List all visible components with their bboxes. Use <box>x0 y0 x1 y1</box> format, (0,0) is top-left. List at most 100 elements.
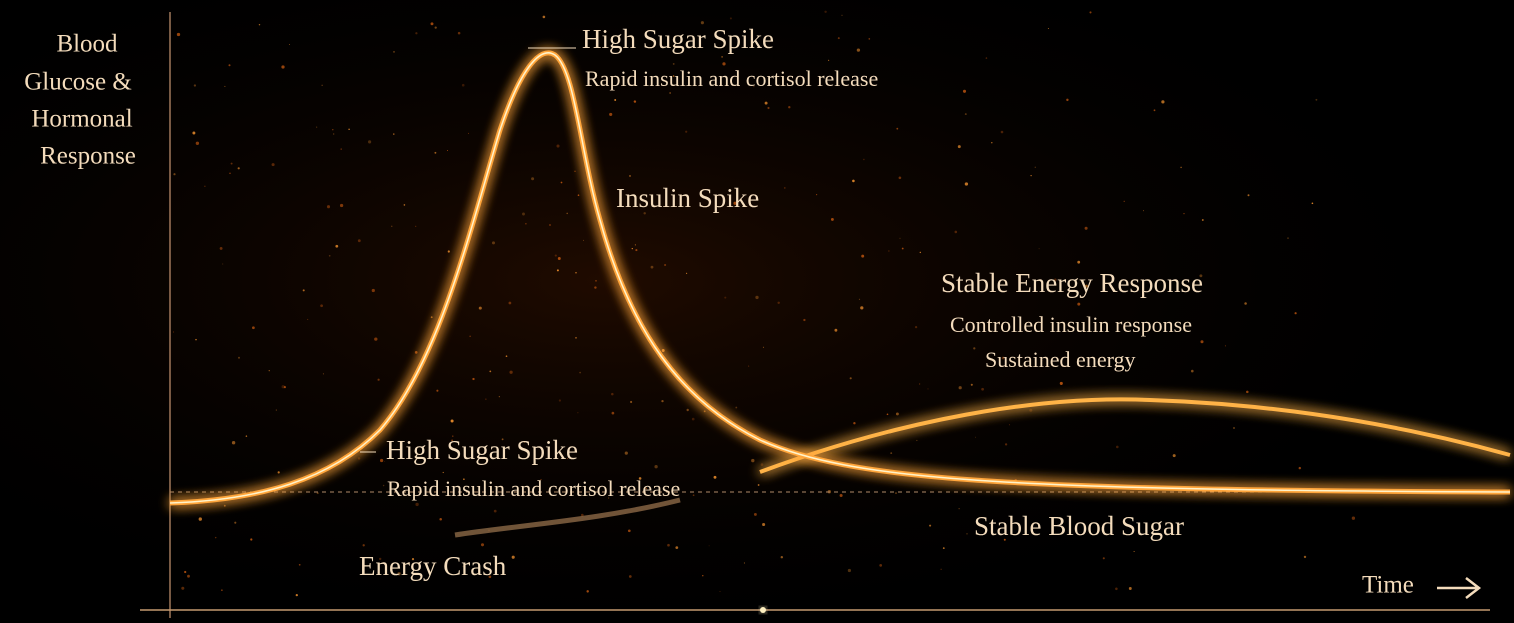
particle <box>543 16 546 19</box>
particle <box>436 390 438 392</box>
particle <box>724 297 726 299</box>
particle <box>859 299 860 300</box>
particle <box>1039 248 1040 249</box>
particle <box>391 226 392 227</box>
particle <box>579 372 581 374</box>
particle <box>1183 213 1184 214</box>
particle <box>393 51 395 53</box>
particle <box>196 142 199 145</box>
particle <box>899 238 900 239</box>
particle <box>915 326 917 328</box>
particle <box>221 589 223 591</box>
particle <box>383 485 385 487</box>
particle <box>828 60 829 61</box>
particle <box>451 419 454 422</box>
particle <box>1312 202 1314 204</box>
particle <box>1287 237 1289 239</box>
particle <box>506 355 508 357</box>
particle <box>628 529 631 532</box>
y-label: Hormonal <box>31 106 132 133</box>
particle <box>448 250 450 252</box>
particle <box>824 11 826 13</box>
particle <box>224 505 226 507</box>
particle <box>1029 409 1032 412</box>
particle <box>272 163 275 166</box>
particle <box>561 182 563 184</box>
particle <box>549 224 551 226</box>
particle <box>194 84 196 86</box>
particle <box>654 465 657 468</box>
particle <box>686 273 687 274</box>
particle <box>879 564 882 567</box>
particle <box>895 492 896 493</box>
particle <box>380 459 383 462</box>
particle <box>1005 443 1007 445</box>
particle <box>1134 551 1135 552</box>
particle <box>899 176 902 179</box>
particle <box>333 133 334 134</box>
particle <box>246 435 248 437</box>
particle <box>348 129 349 130</box>
particle <box>177 33 180 36</box>
particle <box>575 272 576 273</box>
particle <box>415 503 418 506</box>
particle <box>575 337 576 338</box>
particle <box>751 459 754 462</box>
particle <box>1173 454 1176 457</box>
particle <box>973 347 975 349</box>
particle <box>374 337 377 340</box>
particle <box>702 575 703 576</box>
particle <box>404 204 406 206</box>
particle <box>586 590 588 592</box>
particle <box>499 396 500 397</box>
particle <box>730 17 732 19</box>
particle <box>215 537 216 538</box>
particle <box>986 57 988 59</box>
particle <box>1085 227 1088 230</box>
particle <box>955 231 958 234</box>
particle <box>238 357 240 359</box>
particle <box>1315 99 1317 101</box>
particle <box>841 15 842 16</box>
particle <box>692 418 695 421</box>
particle <box>238 167 240 169</box>
particle <box>635 249 637 251</box>
particle <box>781 556 783 558</box>
annotation-title: Stable Blood Sugar <box>974 511 1184 541</box>
y-label: Response <box>40 143 136 170</box>
particle <box>415 351 418 354</box>
particle <box>975 437 976 438</box>
particle <box>1060 382 1063 385</box>
particle <box>192 132 195 135</box>
particle <box>556 144 559 147</box>
particle <box>1244 302 1247 305</box>
particle <box>784 187 786 189</box>
particle <box>765 102 768 105</box>
particle <box>630 401 632 403</box>
particle <box>372 289 375 292</box>
particle <box>1304 556 1306 558</box>
particle <box>840 494 843 497</box>
particle <box>1129 587 1132 590</box>
particle <box>393 133 394 134</box>
particle <box>720 591 721 592</box>
particle <box>755 296 758 299</box>
particle <box>611 393 614 396</box>
particle <box>512 556 515 559</box>
particle <box>228 64 230 66</box>
particle <box>472 378 474 380</box>
particle <box>744 562 745 563</box>
particle <box>1116 446 1119 449</box>
particle <box>763 347 764 348</box>
particle <box>1191 370 1194 373</box>
particle <box>458 32 461 35</box>
particle <box>431 316 433 318</box>
particle <box>673 63 675 65</box>
particle <box>861 255 864 258</box>
y-label: Blood <box>56 31 118 58</box>
particle <box>557 269 559 271</box>
particle <box>509 302 512 305</box>
particle <box>231 163 233 165</box>
particle <box>888 250 889 251</box>
particle <box>1202 219 1204 221</box>
